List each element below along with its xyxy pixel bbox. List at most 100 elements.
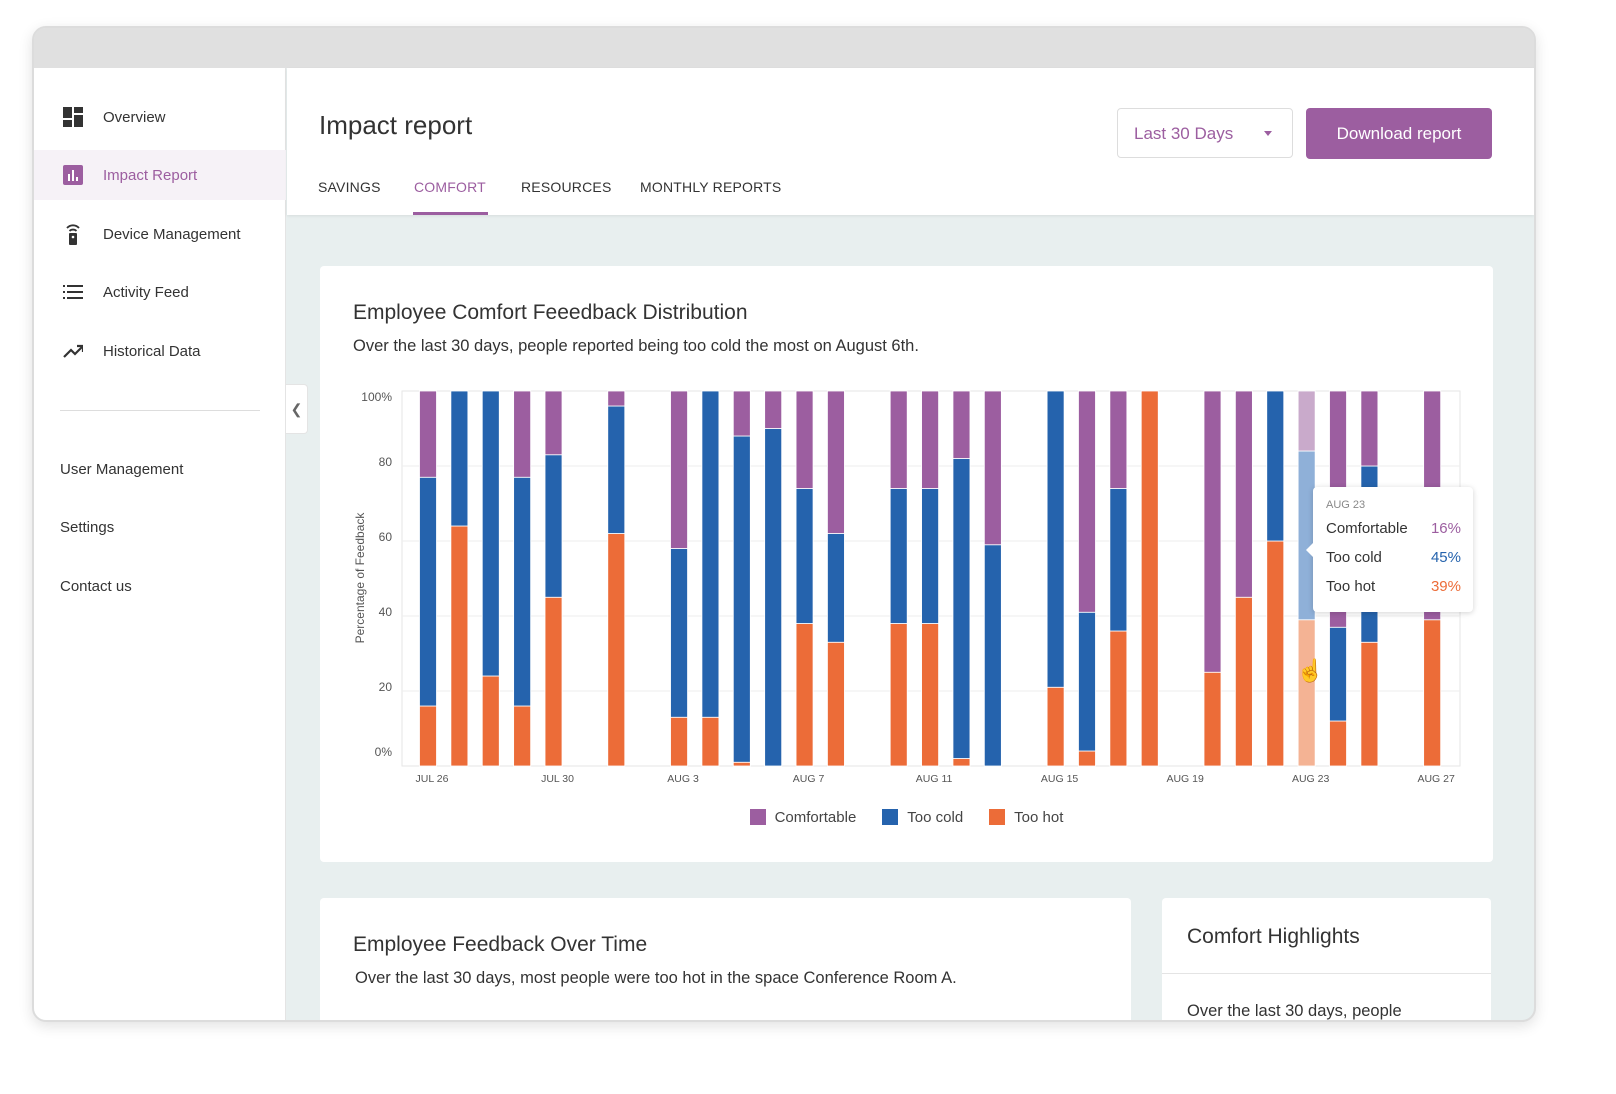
bar-too-cold — [513, 476, 532, 707]
y-tick-label: 20 — [379, 680, 393, 694]
bar-too-cold — [1266, 390, 1285, 542]
bar-too-hot — [419, 705, 437, 767]
legend-comfortable[interactable]: Comfortable — [749, 809, 857, 826]
legend-label: Too cold — [907, 809, 964, 826]
settings-link[interactable]: Settings — [60, 519, 115, 536]
contact-us-link[interactable]: Contact us — [60, 578, 132, 595]
card-subtitle: Over the last 30 days, most people were … — [355, 969, 957, 987]
bar-too-hot — [1046, 686, 1065, 767]
legend-too-cold[interactable]: Too cold — [882, 809, 963, 826]
bar-too-hot — [701, 716, 720, 767]
date-range-select[interactable]: Last 30 Days — [1117, 108, 1293, 158]
chart-tooltip: AUG 23 Comfortable 16% Too cold 45% Too ho… — [1306, 487, 1473, 612]
sidebar-item-label: Impact Report — [103, 166, 198, 184]
window-titlebar — [34, 28, 1534, 68]
bar-too-hot — [1140, 390, 1159, 767]
user-management-link[interactable]: User Management — [60, 461, 184, 478]
card-subtitle: Over the last 30 days, people reported b… — [353, 337, 919, 355]
tab-savings[interactable]: SAVINGS — [318, 179, 381, 195]
x-tick-label: JUL 30 — [541, 773, 574, 785]
x-tick-label: AUG 7 — [793, 773, 825, 785]
legend-swatch — [749, 809, 766, 825]
bar-too-hot — [1360, 641, 1379, 767]
bar-too-hot — [1234, 596, 1253, 767]
bar-too-hot — [889, 623, 908, 767]
sidebar-item-device-management[interactable]: Device Management — [34, 209, 286, 259]
bar-comfortable — [670, 390, 688, 549]
sidebar-item-impact-report[interactable]: Impact Report — [34, 150, 286, 200]
bar-too-hot — [1078, 750, 1096, 767]
date-range-value: Last 30 Days — [1134, 124, 1234, 143]
tooltip-row-too-hot: Too hot 39% — [1326, 578, 1461, 595]
list-icon — [63, 282, 83, 302]
legend-too-hot[interactable]: Too hot — [989, 809, 1063, 826]
legend-swatch — [989, 809, 1006, 825]
bar-too-cold — [952, 458, 971, 759]
y-tick-label: 60 — [379, 530, 393, 544]
tooltip-row-too-cold: Too cold 45% — [1326, 549, 1461, 566]
legend-label: Comfortable — [774, 809, 857, 826]
comfort-distribution-card: Employee Comfort Feeedback Distribution … — [320, 266, 1493, 862]
bar-too-cold — [1109, 488, 1128, 632]
bar-too-hot — [1423, 619, 1442, 767]
tooltip-value: 16% — [1430, 520, 1461, 537]
sidebar-item-label: Overview — [103, 108, 166, 126]
sidebar-item-overview[interactable]: Overview — [34, 92, 286, 142]
bar-too-hot — [481, 675, 500, 767]
bar-comfortable — [1078, 390, 1096, 613]
remote-icon — [63, 224, 83, 245]
collapse-sidebar-button[interactable]: ❮ — [286, 384, 308, 434]
bar-too-hot — [827, 641, 845, 767]
trending-icon — [63, 341, 83, 361]
card-divider — [1162, 973, 1491, 974]
bar-comfortable — [1234, 390, 1253, 598]
download-report-button[interactable]: Download report — [1306, 108, 1492, 159]
tab-comfort[interactable]: COMFORT — [414, 179, 486, 195]
chevron-left-icon: ❮ — [290, 400, 303, 417]
bar-comfortable — [1297, 390, 1316, 452]
y-tick-label: 100% — [361, 390, 392, 404]
legend-label: Too hot — [1014, 809, 1064, 826]
bar-comfortable — [952, 390, 971, 459]
bar-comfortable — [827, 390, 845, 534]
bar-too-cold — [450, 390, 469, 527]
bar-comfortable — [419, 390, 437, 478]
tab-resources[interactable]: RESOURCES — [521, 179, 612, 195]
caret-down-icon — [1264, 131, 1272, 140]
page-title: Impact report — [319, 110, 473, 140]
tooltip-label: Too hot — [1326, 578, 1376, 595]
sidebar-item-activity-feed[interactable]: Activity Feed — [34, 267, 286, 317]
sidebar-item-label: Historical Data — [103, 342, 201, 360]
bar-too-cold — [701, 390, 720, 718]
x-tick-label: AUG 23 — [1292, 773, 1330, 785]
bar-too-cold — [795, 488, 814, 624]
bar-too-cold — [1046, 390, 1065, 688]
y-axis-label: Percentage of Feedback — [353, 512, 367, 644]
bar-too-cold — [670, 548, 688, 718]
y-tick-label: 0% — [375, 745, 393, 759]
bar-too-cold — [889, 488, 908, 624]
sidebar-item-label: Device Management — [103, 225, 241, 243]
dashboard-icon — [63, 107, 83, 127]
y-tick-label: 80 — [379, 455, 393, 469]
bar-too-cold — [419, 476, 437, 707]
bar-comfortable — [607, 390, 626, 407]
bar-too-hot — [1203, 671, 1222, 767]
bar-too-hot — [544, 596, 563, 767]
bar-comfortable — [1109, 390, 1128, 489]
tooltip-value: 39% — [1430, 578, 1461, 595]
sidebar: Overview Impact Report Device Management… — [34, 68, 286, 1020]
x-tick-label: JUL 26 — [416, 773, 449, 785]
bar-too-hot — [952, 758, 971, 767]
bar-comfortable — [544, 390, 563, 456]
bar-too-hot — [1109, 630, 1128, 767]
tab-monthly-reports[interactable]: MONTHLY REPORTS — [640, 179, 782, 195]
bar-comfortable — [1360, 390, 1379, 467]
bar-chart-icon — [63, 165, 83, 185]
card-text: Over the last 30 days, people — [1187, 1002, 1402, 1020]
page-header: Impact report SAVINGS COMFORT RESOURCES … — [287, 68, 1534, 215]
bar-too-cold — [1078, 611, 1096, 752]
bar-too-hot — [607, 533, 626, 767]
active-tab-indicator — [413, 212, 488, 215]
sidebar-item-historical-data[interactable]: Historical Data — [34, 326, 286, 376]
